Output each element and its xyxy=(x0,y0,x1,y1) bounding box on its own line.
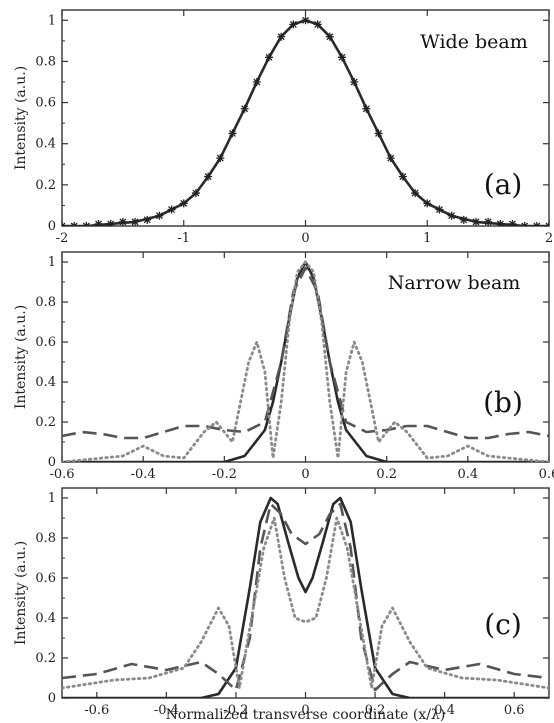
asterisk-marker xyxy=(313,20,322,29)
x-tick-label: -1 xyxy=(177,231,190,246)
x-tick-label: 0.6 xyxy=(504,703,525,718)
y-tick-label: 0 xyxy=(48,455,56,470)
asterisk-marker xyxy=(386,154,395,163)
asterisk-marker xyxy=(70,222,79,226)
y-tick-label: 0.2 xyxy=(35,651,56,666)
series-group xyxy=(62,16,549,226)
x-tick-label: 0 xyxy=(301,703,309,718)
asterisk-marker xyxy=(435,205,444,214)
asterisk-marker xyxy=(179,199,188,208)
y-tick-label: 0.6 xyxy=(35,335,56,350)
asterisk-marker xyxy=(350,78,359,86)
y-tick-label: 0.2 xyxy=(35,178,56,193)
y-tick-label: 0 xyxy=(48,219,56,234)
y-axis-label: Intensity (a.u.) xyxy=(13,305,29,409)
asterisk-marker xyxy=(545,222,549,226)
asterisk-marker xyxy=(471,217,480,226)
asterisk-marker xyxy=(106,219,115,226)
asterisk-marker xyxy=(204,172,213,181)
series-line-dashed xyxy=(62,502,549,692)
y-tick-label: 0 xyxy=(48,691,56,706)
asterisk-marker xyxy=(374,129,383,138)
asterisk-marker xyxy=(62,222,66,226)
asterisk-marker xyxy=(484,217,493,226)
x-tick-label: 0.2 xyxy=(376,467,397,482)
x-tick-label: 2 xyxy=(545,231,553,246)
x-tick-label: 0.6 xyxy=(539,467,554,482)
asterisk-marker xyxy=(301,16,310,25)
panel-label: (b) xyxy=(483,386,523,419)
y-tick-label: 0.4 xyxy=(35,611,56,626)
asterisk-marker xyxy=(325,32,334,41)
x-tick-label: 0 xyxy=(301,467,309,482)
y-tick-label: 0.6 xyxy=(35,571,56,586)
asterisk-marker xyxy=(94,219,103,226)
asterisk-marker xyxy=(216,154,225,163)
y-tick-label: 1 xyxy=(48,491,56,506)
y-axis-label: Intensity (a.u.) xyxy=(13,66,29,170)
y-tick-label: 1 xyxy=(48,255,56,270)
asterisk-marker xyxy=(496,219,505,226)
asterisk-marker xyxy=(423,199,432,208)
asterisk-marker xyxy=(155,211,164,220)
x-tick-label: 0 xyxy=(301,231,309,246)
x-tick-label: 0.4 xyxy=(457,467,478,482)
y-tick-label: 0.4 xyxy=(35,137,56,152)
asterisk-marker xyxy=(520,222,529,226)
x-tick-label: -0.2 xyxy=(212,467,237,482)
asterisk-marker xyxy=(240,104,249,113)
asterisk-marker xyxy=(118,217,127,226)
series-line-solid xyxy=(62,496,549,698)
asterisk-marker xyxy=(228,129,237,138)
panel-annotation: Wide beam xyxy=(420,31,527,53)
series-group xyxy=(62,496,549,698)
series-line-dotted xyxy=(62,516,549,690)
x-tick-label: 0.4 xyxy=(434,703,455,718)
asterisk-marker xyxy=(532,222,541,226)
x-axis-label: Normalized transverse coordinate (x/λ) xyxy=(166,707,446,723)
x-tick-label: 1 xyxy=(423,231,431,246)
asterisk-marker xyxy=(289,20,298,29)
x-tick-label: -0.4 xyxy=(154,703,179,718)
asterisk-marker xyxy=(264,53,273,62)
x-tick-label: 0.2 xyxy=(365,703,386,718)
asterisk-marker xyxy=(508,219,517,226)
x-tick-label: -0.2 xyxy=(223,703,248,718)
asterisk-marker xyxy=(167,205,176,214)
x-tick-label: -0.6 xyxy=(49,467,74,482)
asterisk-marker xyxy=(277,32,286,41)
asterisk-marker xyxy=(338,53,347,62)
y-tick-label: 0.4 xyxy=(35,375,56,390)
panel-label: (a) xyxy=(484,168,523,201)
asterisk-marker xyxy=(252,78,261,86)
asterisk-marker xyxy=(447,211,456,220)
y-tick-label: 0.8 xyxy=(35,295,56,310)
y-tick-label: 0.6 xyxy=(35,96,56,111)
y-axis-label: Intensity (a.u.) xyxy=(13,541,29,645)
asterisk-marker xyxy=(459,215,468,224)
x-tick-label: -2 xyxy=(56,231,69,246)
series-line-dotted xyxy=(62,260,549,462)
asterisk-marker xyxy=(143,215,152,224)
asterisk-marker xyxy=(131,217,140,226)
panel-b: 0 0.2 0.4 0.6 0.8 1 -0.6 -0.4 -0.2 0 0.2 0.4 0.6 Inte… xyxy=(13,251,554,482)
y-tick-label: 0.2 xyxy=(35,415,56,430)
panel-a: 0 0.2 0.4 0.6 0.8 1 -2 -1 0 1 2 Intensity (a.u.) Wid… xyxy=(13,9,553,246)
y-tick-label: 1 xyxy=(48,13,56,28)
asterisk-marker xyxy=(82,222,91,226)
y-tick-label: 0.8 xyxy=(35,531,56,546)
series-group xyxy=(62,260,549,462)
asterisk-marker xyxy=(191,189,200,198)
asterisk-marker xyxy=(411,189,420,198)
series-line-dashed xyxy=(62,266,549,440)
panel-label: (c) xyxy=(484,608,522,641)
y-tick-label: 0.8 xyxy=(35,54,56,69)
asterisk-marker xyxy=(362,104,371,113)
panel-annotation: Narrow beam xyxy=(388,272,521,294)
asterisk-marker xyxy=(398,172,407,181)
x-tick-label: -0.4 xyxy=(131,467,156,482)
x-tick-label: -0.6 xyxy=(84,703,109,718)
panel-c: 0 0.2 0.4 0.6 0.8 1 -0.6 -0.4 -0.2 0 0.2 0.4 0.6 Inte… xyxy=(13,487,550,723)
